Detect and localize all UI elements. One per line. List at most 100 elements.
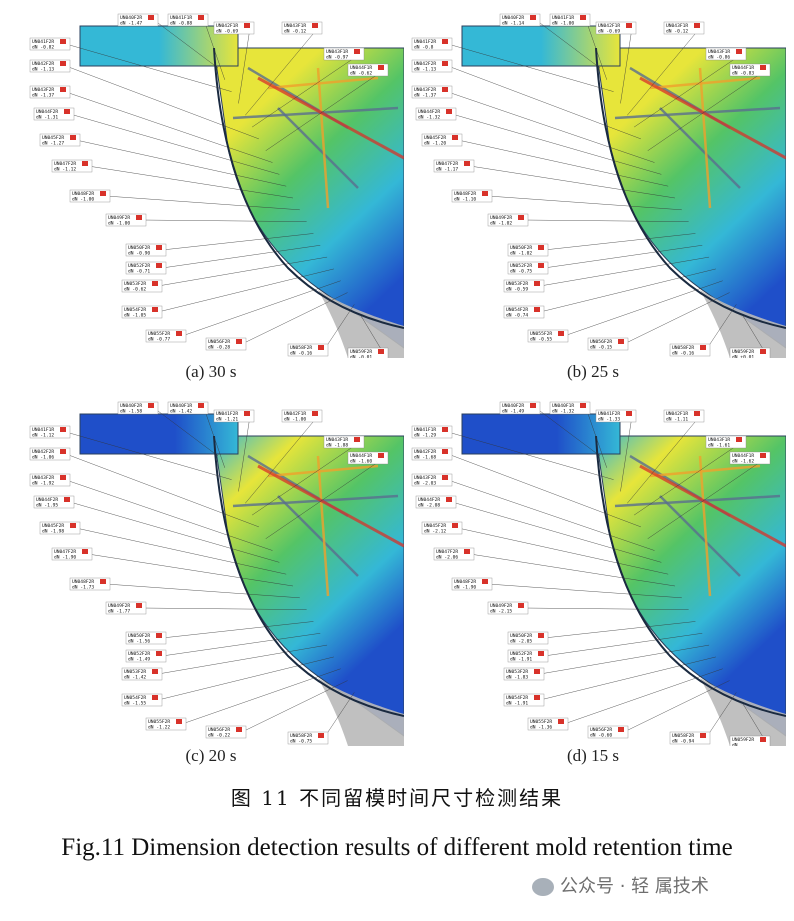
leader-line bbox=[245, 27, 319, 116]
leader-line bbox=[447, 91, 655, 163]
tag-value: dN -1.10 bbox=[454, 197, 476, 203]
figure-caption-en: Fig.11 Dimension detection results of di… bbox=[61, 834, 733, 861]
leader-line bbox=[251, 53, 361, 128]
tag-value: dN -1.22 bbox=[148, 725, 170, 731]
tag-box bbox=[729, 347, 771, 358]
tag-flag bbox=[464, 161, 470, 166]
leader-line bbox=[743, 316, 767, 355]
leader-line bbox=[743, 704, 767, 743]
tag-value: dN -1.56 bbox=[128, 639, 150, 645]
tag-flag bbox=[736, 437, 742, 442]
part-rib bbox=[649, 464, 761, 478]
tag-value: dN -1.12 bbox=[54, 167, 76, 173]
tag-id: UN041F1R bbox=[32, 427, 54, 433]
tag-id: UN045F2R bbox=[42, 135, 64, 141]
tag-id: UN056F2R bbox=[590, 727, 612, 733]
tag-flag bbox=[100, 191, 106, 196]
tag-value: dN -1.49 bbox=[128, 657, 150, 663]
part-hot-stripe bbox=[257, 76, 404, 160]
tag-id: UN052F2R bbox=[510, 651, 532, 657]
tag-value: dN -1.02 bbox=[490, 221, 512, 227]
leader-line bbox=[65, 43, 232, 92]
tag-flag bbox=[312, 411, 318, 416]
leader-line bbox=[323, 692, 355, 739]
tag-value: dN -1.49 bbox=[502, 409, 524, 415]
tag-value: dN -1.27 bbox=[42, 141, 64, 147]
tag-id: UN043F2R bbox=[414, 475, 436, 481]
tag-flag bbox=[760, 349, 766, 354]
tag-flag bbox=[156, 245, 162, 250]
tag-value: dN bbox=[732, 743, 738, 747]
tag-flag bbox=[82, 549, 88, 554]
tag-flag bbox=[452, 523, 458, 528]
tag-id: UN056F2R bbox=[208, 727, 230, 733]
part-top-block bbox=[79, 25, 239, 67]
tag-flag bbox=[198, 403, 204, 408]
leader-line bbox=[623, 292, 730, 345]
tag-value: dN -1.17 bbox=[436, 167, 458, 173]
leader-line bbox=[523, 219, 689, 222]
leader-line bbox=[153, 407, 219, 457]
part-body bbox=[213, 435, 404, 737]
tag-flag bbox=[580, 403, 586, 408]
leader-line bbox=[457, 139, 669, 187]
part-rib bbox=[267, 76, 379, 90]
tag-id: UN054F2R bbox=[506, 307, 528, 313]
leader-line bbox=[539, 268, 716, 313]
leader-line bbox=[563, 668, 723, 725]
tag-value: dN -1.21 bbox=[216, 417, 238, 423]
tag-flag bbox=[198, 15, 204, 20]
tag-flag bbox=[244, 23, 250, 28]
tag-value: dN -0.16 bbox=[672, 351, 694, 357]
figure-caption-cn: 图 11 不同留模时间尺寸检测结果 bbox=[230, 786, 564, 810]
leader-line bbox=[75, 139, 287, 187]
tag-value: dN -0.71 bbox=[128, 269, 150, 275]
part-rib bbox=[614, 106, 781, 120]
tag-value: dN -1.83 bbox=[506, 675, 528, 681]
tag-flag bbox=[538, 263, 544, 268]
tag-flag bbox=[760, 737, 766, 742]
tag-flag bbox=[442, 61, 448, 66]
tag-value: dN -1.95 bbox=[36, 503, 58, 509]
tag-id: UN053F2R bbox=[124, 281, 146, 287]
tag-id: UN043F1R bbox=[326, 437, 348, 443]
tag-id: UN041F2R bbox=[32, 39, 54, 45]
part-rib bbox=[232, 106, 399, 120]
leader-line bbox=[543, 621, 696, 639]
tag-id: UN044F1R bbox=[350, 65, 372, 71]
tag-id: UN045F2R bbox=[424, 135, 446, 141]
tag-id: UN044F2R bbox=[418, 497, 440, 503]
leader-line bbox=[627, 27, 701, 116]
tag-flag bbox=[64, 497, 70, 502]
part-rib bbox=[659, 107, 741, 189]
tag-id: UN041F1R bbox=[414, 427, 436, 433]
part-grey-region bbox=[318, 290, 404, 358]
tag-id: UN052F2R bbox=[510, 263, 532, 269]
tag-value: dN -1.68 bbox=[414, 455, 436, 461]
tag-value: dN -0.82 bbox=[32, 45, 54, 51]
tag-value: dN -2.03 bbox=[414, 481, 436, 487]
tag-id: UN041F1R bbox=[170, 15, 192, 21]
tag-value: dN -1.00 bbox=[552, 21, 574, 27]
tag-value: dN -1.55 bbox=[124, 701, 146, 707]
tag-flag bbox=[176, 331, 182, 336]
tag-flag bbox=[70, 135, 76, 140]
tag-value: dN -0.8 bbox=[414, 45, 434, 51]
leader-line bbox=[87, 165, 294, 199]
leader-line bbox=[153, 19, 219, 69]
leader-line bbox=[157, 656, 334, 701]
leader-line bbox=[457, 527, 669, 575]
tag-id: UN041F2R bbox=[414, 39, 436, 45]
tag-value: dN -1.90 bbox=[454, 585, 476, 591]
